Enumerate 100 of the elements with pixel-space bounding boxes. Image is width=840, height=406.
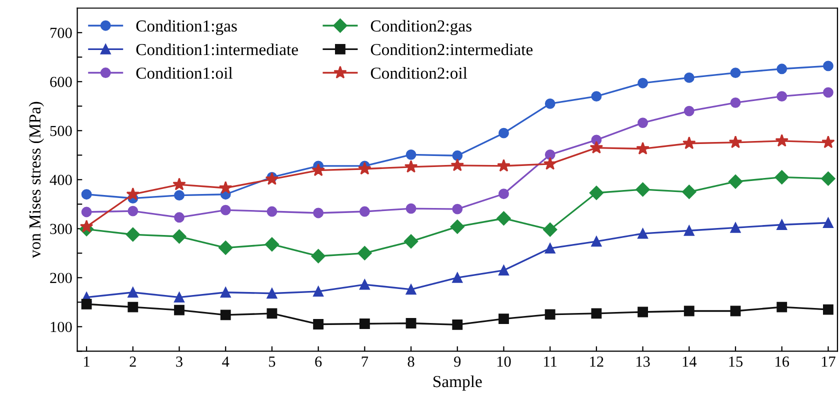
x-tick-label: 13 xyxy=(636,356,650,367)
point xyxy=(638,78,648,88)
point xyxy=(498,128,509,138)
point xyxy=(359,279,370,290)
point xyxy=(406,318,416,328)
point xyxy=(496,211,511,226)
point xyxy=(358,246,372,260)
legend-label: Condition2:oil xyxy=(370,67,468,79)
point xyxy=(220,310,231,320)
point xyxy=(450,220,464,234)
point xyxy=(498,188,509,200)
point xyxy=(730,98,741,108)
point xyxy=(313,208,324,218)
point xyxy=(128,287,138,298)
point xyxy=(775,134,788,147)
point xyxy=(359,318,370,329)
point xyxy=(498,314,509,324)
point xyxy=(823,87,834,98)
y-tick-label: 700 xyxy=(50,28,72,38)
x-tick-label: 2 xyxy=(130,356,136,367)
point xyxy=(591,91,602,102)
y-tick-label: 500 xyxy=(50,126,72,136)
point xyxy=(452,204,463,214)
point xyxy=(128,206,138,216)
x-tick-label: 9 xyxy=(454,356,461,367)
x-tick-label: 1 xyxy=(84,356,90,367)
point xyxy=(776,220,788,230)
point xyxy=(452,272,463,283)
x-tick-label: 7 xyxy=(362,356,368,367)
point xyxy=(266,206,278,217)
point xyxy=(406,284,416,295)
point xyxy=(497,158,510,172)
point xyxy=(80,220,94,232)
legend-label: Condition2:gas xyxy=(370,20,472,36)
y-tick-label: 300 xyxy=(50,224,72,234)
point xyxy=(682,184,696,199)
point xyxy=(728,135,742,148)
point xyxy=(172,178,186,190)
x-tick-label: 5 xyxy=(269,356,276,367)
point xyxy=(220,204,231,216)
y-tick-label: 600 xyxy=(50,76,72,88)
point xyxy=(81,189,92,200)
point xyxy=(591,236,602,247)
point xyxy=(172,229,186,244)
point xyxy=(730,306,741,316)
point xyxy=(774,170,789,184)
point xyxy=(636,142,650,155)
point xyxy=(684,306,694,316)
point xyxy=(452,150,463,161)
x-tick-label: 12 xyxy=(590,356,604,367)
point xyxy=(638,118,648,128)
point xyxy=(128,302,138,312)
legend-label: Condition1:intermediate xyxy=(136,43,298,56)
point xyxy=(823,218,834,228)
point xyxy=(684,72,694,83)
legend-label: Condition2:intermediate xyxy=(370,43,533,56)
x-tick-label: 3 xyxy=(176,356,182,367)
point xyxy=(406,149,416,160)
point xyxy=(404,160,418,173)
x-tick-label: 16 xyxy=(776,356,790,367)
point xyxy=(636,182,650,197)
point xyxy=(823,60,834,72)
point xyxy=(218,181,232,194)
point xyxy=(543,222,558,237)
point xyxy=(406,203,416,214)
y-tick-label: 400 xyxy=(50,174,72,186)
x-axis-title: Sample xyxy=(434,375,482,391)
x-tick-label: 8 xyxy=(408,356,414,367)
point xyxy=(266,288,278,299)
point xyxy=(589,186,604,200)
y-tick-label: 100 xyxy=(50,322,72,332)
point xyxy=(265,172,279,185)
point xyxy=(822,135,835,148)
point xyxy=(544,243,556,254)
point xyxy=(313,286,324,297)
point xyxy=(776,64,788,74)
point xyxy=(174,292,184,302)
point xyxy=(498,265,509,276)
legend-label: Condition1:gas xyxy=(136,20,237,36)
point xyxy=(81,206,92,218)
point xyxy=(126,187,140,200)
point xyxy=(266,308,278,319)
point xyxy=(452,320,463,330)
point xyxy=(730,222,741,233)
point xyxy=(174,304,184,316)
point xyxy=(544,309,556,320)
point xyxy=(358,162,372,175)
point xyxy=(126,227,140,242)
point xyxy=(728,174,743,189)
point xyxy=(684,225,694,236)
point xyxy=(776,302,788,312)
point xyxy=(359,206,370,217)
point xyxy=(682,136,696,150)
point xyxy=(823,304,834,315)
point xyxy=(821,172,836,186)
point xyxy=(312,163,325,176)
y-tick-label: 200 xyxy=(50,272,72,284)
x-tick-label: 4 xyxy=(222,356,230,367)
point xyxy=(311,249,326,264)
point xyxy=(684,106,694,116)
